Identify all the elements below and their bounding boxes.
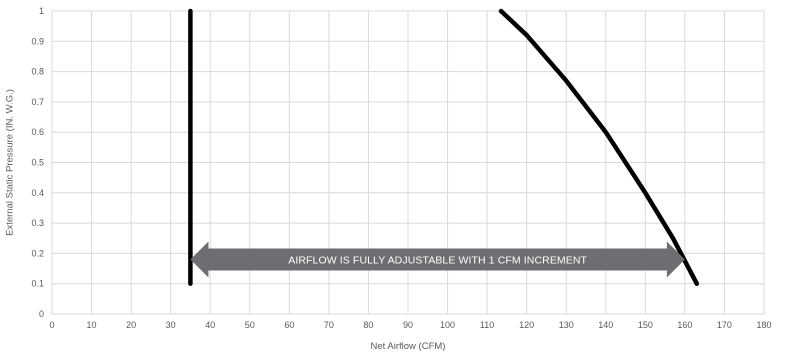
series-line-2 [498, 8, 700, 286]
x-tick-label: 80 [363, 320, 373, 330]
x-tick-label: 0 [49, 320, 54, 330]
x-tick-label: 10 [87, 320, 97, 330]
y-tick-label: 0.5 [31, 158, 44, 168]
y-tick-label: 0.8 [31, 67, 44, 77]
y-tick-label: 0.4 [31, 188, 44, 198]
y-tick-label: 0 [39, 309, 44, 319]
x-tick-label: 90 [403, 320, 413, 330]
annotation-arrow [190, 241, 685, 278]
x-tick-label: 150 [638, 320, 653, 330]
x-axis-ticks: 0 10 20 30 40 50 60 70 80 90 100 110 120 130 140 150 160… [49, 320, 771, 330]
x-tick-label: 120 [519, 320, 534, 330]
y-tick-label: 0.7 [31, 97, 44, 107]
y-tick-label: 0.2 [31, 248, 44, 258]
y-axis-ticks: 0 0.1 0.2 0.3 0.4 0.5 0.6 0.7 0.8 0.9 1 [31, 6, 44, 319]
x-tick-label: 100 [440, 320, 455, 330]
x-tick-label: 130 [559, 320, 574, 330]
x-tick-label: 160 [677, 320, 692, 330]
y-tick-label: 0.3 [31, 218, 44, 228]
annotation-text: AIRFLOW IS FULLY ADJUSTABLE WITH 1 CFM I… [288, 254, 587, 266]
x-tick-label: 140 [598, 320, 613, 330]
y-tick-label: 0.6 [31, 127, 44, 137]
x-tick-label: 180 [756, 320, 771, 330]
y-tick-label: 1 [39, 6, 44, 16]
x-tick-label: 170 [717, 320, 732, 330]
x-tick-label: 70 [324, 320, 334, 330]
annotation: AIRFLOW IS FULLY ADJUSTABLE WITH 1 CFM I… [190, 241, 685, 278]
x-axis-title: Net Airflow (CFM) [371, 341, 446, 352]
y-tick-label: 0.9 [31, 36, 44, 46]
x-tick-label: 30 [166, 320, 176, 330]
x-tick-label: 40 [205, 320, 215, 330]
y-tick-label: 0.1 [31, 279, 44, 289]
series-layer [188, 8, 700, 286]
x-tick-label: 60 [284, 320, 294, 330]
x-tick-label: 110 [480, 320, 494, 330]
x-tick-label: 50 [245, 320, 255, 330]
y-axis-title: External Static Pressure (IN. W.G.) [5, 89, 16, 236]
x-tick-label: 20 [126, 320, 136, 330]
